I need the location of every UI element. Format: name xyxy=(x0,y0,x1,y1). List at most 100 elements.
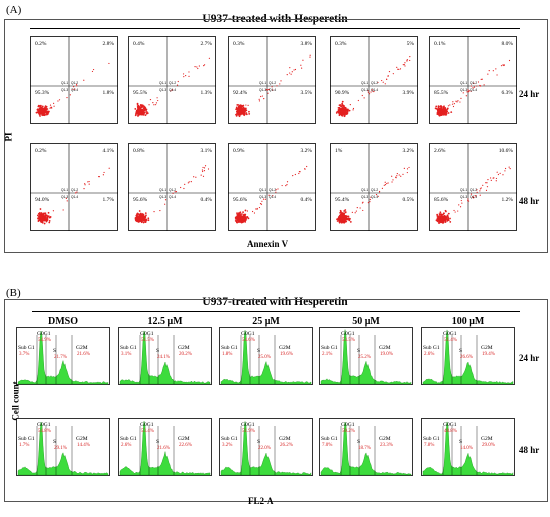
dna-histogram xyxy=(422,329,514,385)
panel-b-column-3: 50 μM xyxy=(352,316,380,327)
phase-percent-g0g1: 51.9% xyxy=(242,429,255,434)
quadrant-tag: Q1-1 xyxy=(159,81,166,85)
event-dot xyxy=(47,215,50,218)
event-dot xyxy=(396,175,398,177)
event-dot xyxy=(134,114,137,117)
event-dot xyxy=(149,98,152,101)
quadrant-tag: Q1-4 xyxy=(371,195,378,199)
event-dot xyxy=(479,190,481,192)
event-dot xyxy=(261,95,263,97)
event-dot xyxy=(437,221,440,224)
event-dot xyxy=(159,209,161,212)
event-dot xyxy=(447,105,450,107)
event-dot xyxy=(139,217,142,220)
event-dot xyxy=(486,182,488,184)
event-dot xyxy=(495,68,497,70)
quadrant-lr-percent: 0.4% xyxy=(301,197,313,203)
event-dot xyxy=(53,105,55,107)
event-dot xyxy=(244,209,247,212)
phase-label-g2m: G2M xyxy=(76,345,88,351)
event-dot xyxy=(341,214,344,217)
quadrant-tag: Q1-3 xyxy=(61,88,68,92)
event-dot xyxy=(479,84,481,87)
event-dot xyxy=(272,195,274,197)
panel-b-frame xyxy=(4,299,548,502)
event-dot xyxy=(453,209,455,212)
event-dot xyxy=(351,211,353,213)
phase-label-sub: Sub G1 xyxy=(321,345,338,351)
event-dot xyxy=(200,174,202,176)
event-dot xyxy=(457,100,459,102)
event-dot xyxy=(136,217,138,220)
event-dot xyxy=(392,73,394,75)
event-dot xyxy=(493,177,495,179)
event-dot xyxy=(134,216,137,219)
event-dot xyxy=(183,187,185,190)
quadrant-ul-percent: 0.3% xyxy=(335,41,347,47)
event-dot xyxy=(73,86,75,88)
event-dot xyxy=(443,214,446,217)
phase-percent-s: 29.1% xyxy=(54,446,67,451)
event-dot xyxy=(182,73,185,75)
event-dot xyxy=(108,167,110,169)
phase-percent-g0g1: 51.4% xyxy=(444,338,457,343)
event-dot xyxy=(404,62,406,64)
event-dot xyxy=(492,70,494,72)
quadrant-ur-percent: 3.2% xyxy=(301,148,313,154)
phase-label-sub: Sub G1 xyxy=(221,436,238,442)
quadrant-ll-percent: 85.5% xyxy=(434,90,449,96)
event-dot xyxy=(440,214,443,216)
phase-label-g0g1: G0G1 xyxy=(37,422,51,428)
phase-label-sub: Sub G1 xyxy=(120,345,137,351)
event-dot xyxy=(440,217,443,220)
event-dot xyxy=(442,216,444,218)
event-dot xyxy=(41,221,44,224)
event-dot xyxy=(344,209,347,211)
phase-label-g0g1: G0G1 xyxy=(241,422,255,428)
event-dot xyxy=(440,220,443,222)
quadrant-tag: Q1-2 xyxy=(470,188,477,192)
event-dot xyxy=(485,182,487,184)
event-dot xyxy=(439,216,441,218)
phase-percent-g2m: 14.4% xyxy=(77,443,90,448)
quadrant-ll-percent: 85.6% xyxy=(434,197,449,203)
phase-label-s: S xyxy=(357,439,360,445)
event-dot xyxy=(188,181,190,183)
event-dot xyxy=(294,173,296,176)
event-dot xyxy=(435,105,438,108)
event-dot xyxy=(42,114,45,117)
event-dot xyxy=(42,107,45,110)
event-dot xyxy=(451,103,454,105)
event-dot xyxy=(245,113,248,116)
quadrant-tag: Q1-3 xyxy=(61,195,68,199)
event-dot xyxy=(339,108,342,111)
quadrant-ur-percent: 3.1% xyxy=(201,148,213,154)
event-dot xyxy=(245,112,248,114)
event-dot xyxy=(91,70,94,73)
event-dot xyxy=(237,219,240,222)
event-dot xyxy=(246,210,249,212)
quadrant-tag: Q1-1 xyxy=(259,188,266,192)
event-dot xyxy=(40,217,43,219)
event-dot xyxy=(261,200,263,202)
phase-percent-sub: 7.0% xyxy=(322,443,332,448)
event-dot xyxy=(103,171,105,174)
phase-label-g2m: G2M xyxy=(76,436,88,442)
plot-border xyxy=(421,327,515,385)
quadrant-tag: Q1-4 xyxy=(470,88,477,92)
event-dot xyxy=(289,72,291,74)
event-dot xyxy=(242,104,245,107)
event-dot xyxy=(400,175,402,177)
event-dot xyxy=(472,87,474,89)
event-dot xyxy=(495,177,498,180)
event-dot xyxy=(197,67,199,70)
quadrant-ll-percent: 90.9% xyxy=(335,90,350,96)
event-dot xyxy=(185,74,187,77)
event-dot xyxy=(153,210,155,213)
event-dot xyxy=(235,106,238,109)
event-dot xyxy=(391,181,393,183)
event-dot xyxy=(48,110,50,113)
quadrant-tag: Q1-1 xyxy=(460,81,467,85)
phase-label-sub: Sub G1 xyxy=(18,345,35,351)
